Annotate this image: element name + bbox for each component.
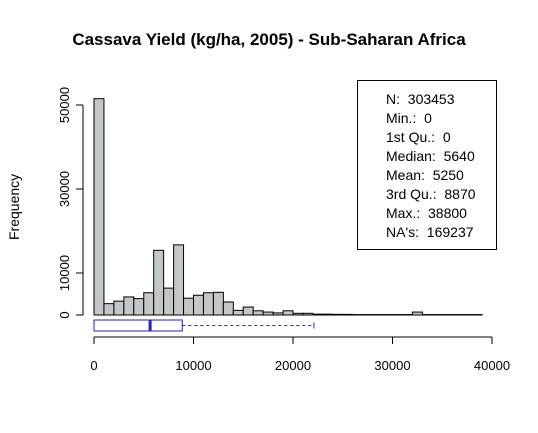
summary-label: Mean: [386, 167, 425, 183]
summary-value: 0 [424, 110, 432, 126]
x-tick-label: 10000 [175, 358, 211, 373]
histogram-bar [262, 311, 274, 316]
summary-row: 1st Qu.: 0 [386, 129, 451, 145]
histogram-bar [113, 300, 125, 316]
boxplot-box [93, 319, 183, 332]
summary-row: 3rd Qu.: 8870 [386, 186, 476, 202]
histogram-bar [312, 313, 324, 316]
summary-row: Median: 5640 [386, 148, 475, 164]
summary-value: 169237 [426, 224, 474, 240]
histogram-bar [272, 312, 284, 316]
summary-value: 38800 [428, 205, 467, 221]
histogram-bar [332, 313, 344, 316]
summary-label: Median: [386, 148, 436, 164]
y-tick-label: 30000 [57, 171, 72, 207]
histogram-bar [193, 294, 204, 316]
histogram-bar [93, 98, 105, 316]
histogram-bar [342, 313, 354, 316]
histogram-bar [322, 313, 334, 316]
summary-label: N: [386, 91, 400, 107]
histogram-bar [252, 310, 264, 316]
histogram-bar [212, 291, 224, 316]
summary-row: N: 303453 [386, 91, 455, 107]
summary-box: N: 303453 Min.: 0 1st Qu.: 0 Median: 564… [357, 80, 497, 250]
summary-value: 0 [442, 129, 451, 145]
summary-row: NA's: 169237 [386, 224, 474, 240]
histogram-bar [242, 306, 254, 316]
x-tick-label: 0 [90, 358, 97, 373]
histogram-bar [282, 310, 294, 316]
histogram-bar [173, 244, 185, 316]
x-tick-label: 30000 [374, 358, 410, 373]
summary-value: 5640 [443, 148, 475, 164]
histogram-bar [202, 292, 214, 316]
summary-label: 3rd Qu.: [386, 186, 437, 202]
histogram-bar [302, 312, 314, 316]
summary-value: 303453 [407, 91, 455, 107]
histogram-bar [183, 297, 195, 316]
histogram-bar [232, 309, 244, 316]
summary-row: Mean: 5250 [386, 167, 464, 183]
histogram-bar [222, 301, 234, 316]
x-tick-label: 20000 [275, 358, 311, 373]
summary-label: NA's: [386, 224, 420, 240]
x-tick-label: 40000 [474, 358, 510, 373]
summary-row: Min.: 0 [386, 110, 432, 126]
histogram-bar [163, 287, 175, 316]
chart-title: Cassava Yield (kg/ha, 2005) - Sub-Sahara… [72, 30, 466, 49]
y-tick-label: 10000 [57, 255, 72, 291]
histogram-bar [103, 303, 115, 316]
y-tick-label: 50000 [57, 87, 72, 123]
summary-value: 8870 [444, 186, 476, 202]
summary-label: Min.: [386, 110, 417, 126]
histogram-bar [411, 311, 423, 316]
summary-row: Max.: 38800 [386, 205, 467, 221]
histogram-bar [133, 298, 145, 316]
summary-label: 1st Qu.: [386, 129, 436, 145]
histogram-bar [292, 312, 304, 316]
histogram-bar [153, 249, 165, 316]
histogram-bar [143, 292, 155, 316]
histogram-bar [123, 296, 135, 316]
summary-label: Max.: [386, 205, 421, 221]
y-tick-label: 0 [57, 311, 72, 318]
summary-value: 5250 [432, 167, 464, 183]
